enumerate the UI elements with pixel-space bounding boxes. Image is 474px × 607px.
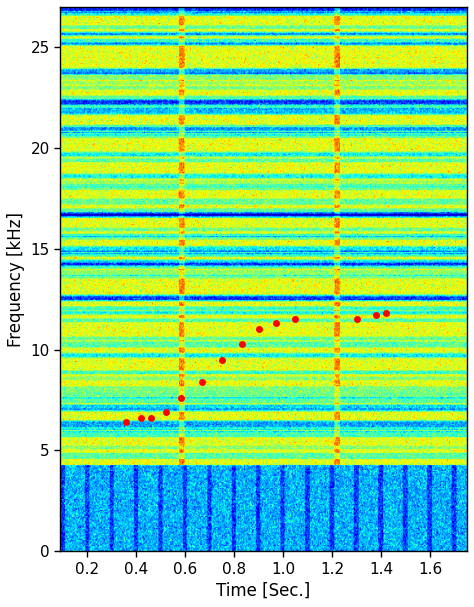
Point [162, 407, 169, 417]
Point [373, 310, 380, 320]
Point [147, 413, 155, 423]
Point [137, 413, 145, 423]
Point [123, 417, 130, 427]
Point [178, 393, 185, 403]
Point [238, 339, 246, 348]
Point [272, 319, 280, 328]
Point [292, 314, 299, 324]
Point [353, 314, 361, 324]
Y-axis label: Frequency [kHz]: Frequency [kHz] [7, 211, 25, 347]
Point [199, 377, 206, 387]
X-axis label: Time [Sec.]: Time [Sec.] [217, 582, 311, 600]
Point [255, 325, 263, 334]
Point [218, 354, 226, 364]
Point [383, 308, 390, 318]
